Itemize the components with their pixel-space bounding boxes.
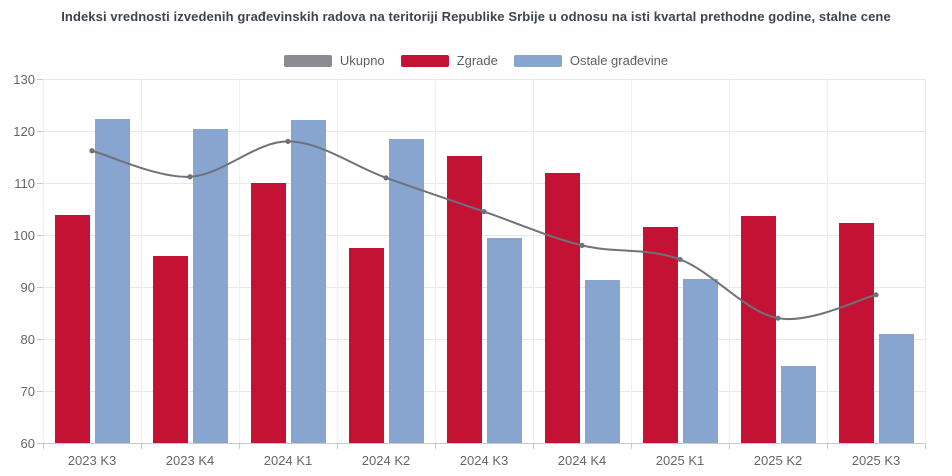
legend-swatch-ukupno bbox=[283, 54, 332, 67]
x-axis-tick bbox=[925, 443, 926, 449]
x-axis-tick bbox=[337, 443, 338, 449]
y-axis-tick bbox=[37, 287, 43, 288]
x-axis-tick bbox=[43, 443, 44, 449]
x-axis-line bbox=[37, 443, 925, 444]
y-axis-label: 130 bbox=[13, 72, 35, 87]
ukupno-line bbox=[91, 140, 877, 321]
gridline-vertical bbox=[533, 79, 534, 443]
chart-title: Indeksi vrednosti izvedenih građevinskih… bbox=[61, 9, 891, 24]
bar-ostale-gradjevine-6[interactable] bbox=[682, 278, 718, 443]
x-axis-tick bbox=[239, 443, 240, 449]
ukupno-marker-3[interactable] bbox=[383, 175, 389, 181]
y-axis-label: 90 bbox=[20, 280, 35, 295]
bar-zgrade-3[interactable] bbox=[348, 248, 384, 443]
x-axis-label: 2024 K4 bbox=[557, 453, 607, 468]
ukupno-marker-2[interactable] bbox=[285, 138, 291, 144]
gridline-horizontal bbox=[43, 79, 925, 80]
x-axis-label: 2023 K3 bbox=[67, 453, 117, 468]
ukupno-marker-6[interactable] bbox=[677, 256, 683, 263]
y-axis-label: 100 bbox=[13, 228, 35, 243]
gridline-horizontal bbox=[43, 391, 925, 392]
y-axis-label: 80 bbox=[20, 332, 35, 347]
ukupno-marker-5[interactable] bbox=[579, 242, 585, 248]
bar-zgrade-6[interactable] bbox=[642, 227, 678, 443]
x-axis-tick bbox=[533, 443, 534, 449]
legend-label-zgrade: Zgrade bbox=[456, 53, 498, 68]
gridline-vertical bbox=[729, 79, 730, 443]
bar-zgrade-8[interactable] bbox=[838, 223, 874, 443]
y-axis-label: 120 bbox=[13, 124, 35, 139]
x-axis-label: 2024 K1 bbox=[263, 453, 313, 468]
ukupno-marker-7[interactable] bbox=[775, 315, 781, 321]
bar-zgrade-0[interactable] bbox=[54, 215, 90, 443]
bar-ostale-gradjevine-2[interactable] bbox=[290, 120, 326, 443]
bar-zgrade-7[interactable] bbox=[740, 215, 776, 443]
gridline-horizontal bbox=[43, 235, 925, 236]
gridline-horizontal bbox=[43, 131, 925, 132]
legend: Ukupno Zgrade Ostale građevine bbox=[0, 53, 952, 68]
y-axis-tick bbox=[37, 339, 43, 340]
bar-ostale-gradjevine-8[interactable] bbox=[878, 333, 914, 443]
x-axis-tick bbox=[827, 443, 828, 449]
y-axis-tick bbox=[37, 79, 43, 80]
y-axis-label: 60 bbox=[20, 436, 35, 451]
gridline-vertical bbox=[631, 79, 632, 443]
y-axis-tick bbox=[37, 391, 43, 392]
legend-item-ostale-gradjevine[interactable]: Ostale građevine bbox=[513, 53, 669, 68]
ukupno-marker-1[interactable] bbox=[187, 174, 193, 180]
legend-swatch-ostale-gradjevine bbox=[513, 54, 562, 67]
gridline-vertical bbox=[141, 79, 142, 443]
bar-ostale-gradjevine-1[interactable] bbox=[192, 129, 228, 443]
legend-swatch-zgrade bbox=[400, 54, 449, 67]
bar-zgrade-5[interactable] bbox=[544, 173, 580, 443]
gridline-horizontal bbox=[43, 339, 925, 340]
gridline-vertical bbox=[827, 79, 828, 443]
gridline-vertical bbox=[925, 79, 926, 443]
x-axis-label: 2025 K3 bbox=[851, 453, 901, 468]
legend-item-ukupno[interactable]: Ukupno bbox=[283, 53, 385, 68]
y-axis-label: 70 bbox=[20, 384, 35, 399]
bar-zgrade-2[interactable] bbox=[250, 183, 286, 443]
gridline-horizontal bbox=[43, 183, 925, 184]
legend-label-ostale-gradjevine: Ostale građevine bbox=[569, 53, 669, 68]
ukupno-marker-8[interactable] bbox=[873, 292, 879, 298]
y-axis-label: 110 bbox=[14, 176, 35, 191]
ukupno-marker-0[interactable] bbox=[89, 148, 95, 154]
gridline-horizontal bbox=[43, 287, 925, 288]
x-axis-tick bbox=[631, 443, 632, 449]
legend-label-ukupno: Ukupno bbox=[339, 53, 385, 68]
gridline-vertical bbox=[43, 79, 44, 443]
x-axis-label: 2024 K3 bbox=[459, 453, 509, 468]
x-axis-label: 2023 K4 bbox=[165, 453, 215, 468]
y-axis-tick bbox=[37, 183, 43, 184]
x-axis-tick bbox=[729, 443, 730, 449]
bar-ostale-gradjevine-5[interactable] bbox=[584, 279, 620, 443]
x-axis-tick bbox=[435, 443, 436, 449]
y-axis-tick bbox=[37, 131, 43, 132]
bar-zgrade-1[interactable] bbox=[152, 255, 188, 443]
x-axis-tick bbox=[141, 443, 142, 449]
x-axis-label: 2025 K2 bbox=[753, 453, 803, 468]
bar-ostale-gradjevine-0[interactable] bbox=[94, 119, 130, 443]
legend-item-zgrade[interactable]: Zgrade bbox=[400, 53, 498, 68]
x-axis-label: 2024 K2 bbox=[361, 453, 411, 468]
x-axis-label: 2025 K1 bbox=[655, 453, 705, 468]
y-axis-tick bbox=[37, 235, 43, 236]
gridline-vertical bbox=[239, 79, 240, 443]
ukupno-marker-4[interactable] bbox=[481, 209, 487, 215]
gridline-vertical bbox=[337, 79, 338, 443]
bar-ostale-gradjevine-4[interactable] bbox=[486, 237, 522, 443]
gridline-vertical bbox=[435, 79, 436, 443]
bar-ostale-gradjevine-7[interactable] bbox=[780, 365, 816, 443]
